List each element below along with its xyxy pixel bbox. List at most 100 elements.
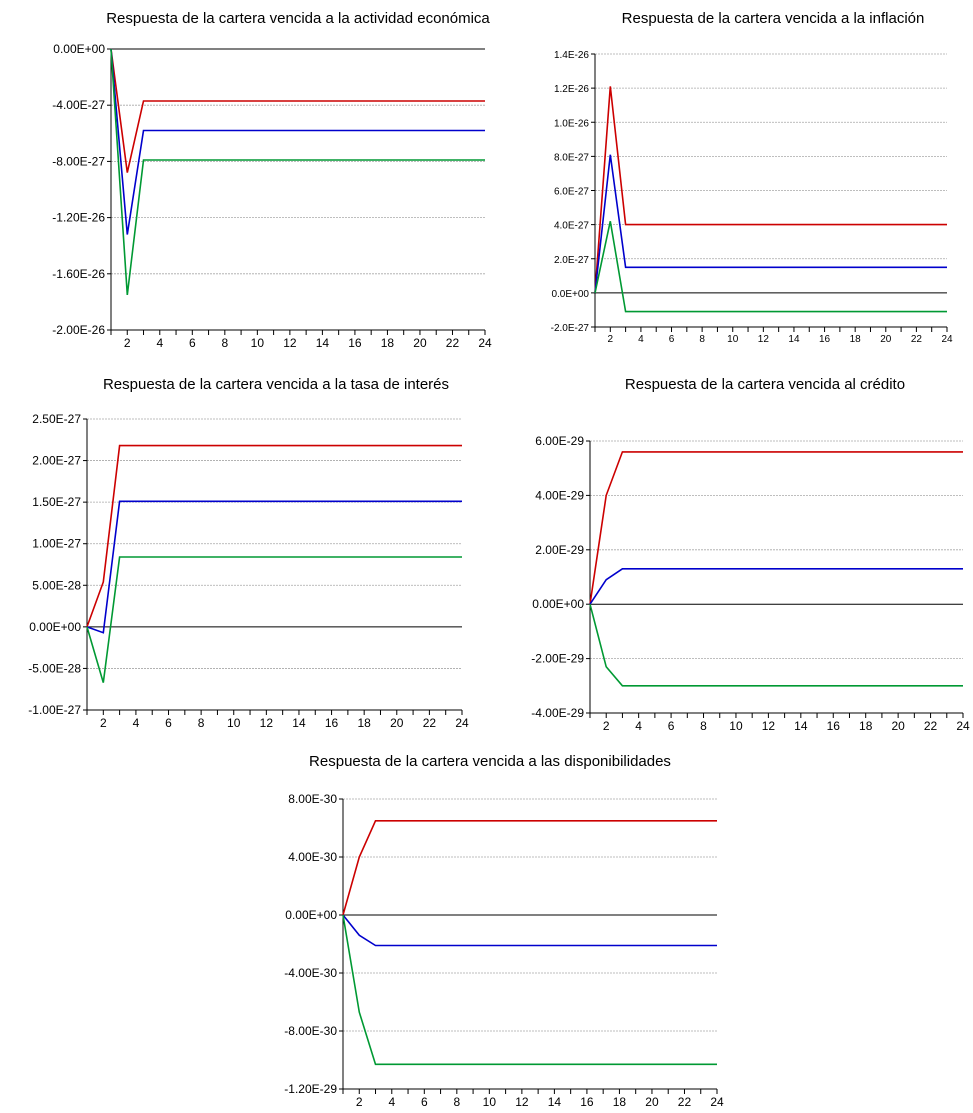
y-tick-label: 4.00E-30 — [288, 850, 337, 864]
y-tick-label: 8.00E-30 — [288, 792, 337, 806]
series-line-3 — [594, 221, 947, 313]
y-tick-label: -8.00E-27 — [52, 154, 105, 168]
x-tick-label: 2 — [124, 336, 131, 350]
x-tick-label: 16 — [325, 716, 339, 730]
x-tick-label: 22 — [678, 1095, 692, 1109]
y-tick-label: -1.60E-26 — [52, 267, 105, 281]
y-tick-label: 6.0E-27 — [554, 187, 589, 198]
x-tick-label: 18 — [850, 334, 862, 345]
y-tick-label: 1.2E-26 — [554, 84, 589, 95]
chart-title: Respuesta de la cartera vencida a las di… — [309, 753, 671, 770]
x-tick-label: 10 — [729, 719, 743, 733]
x-tick-label: 12 — [762, 719, 776, 733]
series-line-1 — [342, 819, 717, 916]
series-line-2 — [594, 154, 947, 293]
y-tick-label: 0.00E+00 — [532, 597, 584, 611]
x-tick-label: 24 — [478, 336, 492, 350]
series-line-2 — [589, 567, 963, 605]
x-tick-label: 8 — [198, 716, 205, 730]
irf-chart-3: Respuesta de la cartera vencida a la tas… — [28, 376, 469, 730]
series-line-1 — [110, 48, 485, 173]
x-tick-label: 8 — [221, 336, 228, 350]
y-tick-label: 0.00E+00 — [53, 42, 105, 56]
x-tick-label: 16 — [827, 719, 841, 733]
x-tick-label: 4 — [388, 1095, 395, 1109]
y-tick-label: -1.20E-29 — [284, 1082, 337, 1096]
y-tick-label: 1.50E-27 — [32, 495, 81, 509]
series-line-1 — [86, 444, 462, 628]
x-tick-label: 14 — [316, 336, 330, 350]
x-tick-label: 2 — [608, 334, 614, 345]
x-tick-label: 20 — [413, 336, 427, 350]
y-tick-label: 4.00E-29 — [535, 488, 584, 502]
series-line-1 — [594, 86, 947, 293]
x-tick-label: 8 — [699, 334, 705, 345]
x-tick-label: 12 — [758, 334, 770, 345]
chart-title: Respuesta de la cartera vencida a la tas… — [103, 376, 449, 393]
x-tick-label: 16 — [348, 336, 362, 350]
y-tick-label: -2.00E-26 — [52, 323, 105, 337]
chart-title: Respuesta de la cartera vencida a la inf… — [622, 10, 925, 27]
x-tick-label: 24 — [710, 1095, 724, 1109]
x-tick-label: 8 — [700, 719, 707, 733]
x-tick-label: 16 — [580, 1095, 594, 1109]
irf-chart-1: Respuesta de la cartera vencida a la act… — [52, 10, 492, 350]
x-tick-label: 4 — [635, 719, 642, 733]
y-tick-label: 1.00E-27 — [32, 537, 81, 551]
x-tick-label: 8 — [453, 1095, 460, 1109]
y-tick-label: -4.00E-30 — [284, 966, 337, 980]
series-line-3 — [342, 914, 717, 1066]
y-tick-label: 6.00E-29 — [535, 434, 584, 448]
x-tick-label: 2 — [603, 719, 610, 733]
x-tick-label: 16 — [819, 334, 831, 345]
y-tick-label: 1.0E-26 — [554, 118, 589, 129]
y-tick-label: 2.50E-27 — [32, 412, 81, 426]
x-tick-label: 10 — [227, 716, 241, 730]
series-line-2 — [342, 914, 717, 947]
x-tick-label: 6 — [165, 716, 172, 730]
x-tick-label: 10 — [727, 334, 739, 345]
y-tick-label: 8.0E-27 — [554, 152, 589, 163]
y-tick-label: 2.00E-27 — [32, 454, 81, 468]
y-tick-label: -2.0E-27 — [551, 323, 590, 334]
x-tick-label: 14 — [788, 334, 800, 345]
series-line-1 — [589, 451, 963, 605]
y-tick-label: 2.0E-27 — [554, 255, 589, 266]
irf-chart-5: Respuesta de la cartera vencida a las di… — [284, 753, 724, 1109]
x-tick-label: 18 — [613, 1095, 627, 1109]
x-tick-label: 20 — [645, 1095, 659, 1109]
x-tick-label: 22 — [911, 334, 923, 345]
x-tick-label: 4 — [638, 334, 644, 345]
x-tick-label: 2 — [100, 716, 107, 730]
y-tick-label: -8.00E-30 — [284, 1024, 337, 1038]
chart-title: Respuesta de la cartera vencida al crédi… — [625, 376, 905, 393]
series-line-3 — [589, 603, 963, 687]
x-tick-label: 14 — [794, 719, 808, 733]
y-tick-label: -1.00E-27 — [28, 703, 81, 717]
y-tick-label: 0.00E+00 — [285, 908, 337, 922]
x-tick-label: 18 — [381, 336, 395, 350]
x-tick-label: 10 — [483, 1095, 497, 1109]
y-tick-label: 2.00E-29 — [535, 543, 584, 557]
x-tick-label: 20 — [880, 334, 892, 345]
x-tick-label: 6 — [189, 336, 196, 350]
x-tick-label: 6 — [421, 1095, 428, 1109]
y-tick-label: 1.4E-26 — [554, 50, 589, 61]
chart-title: Respuesta de la cartera vencida a la act… — [106, 10, 490, 27]
x-tick-label: 4 — [156, 336, 163, 350]
x-tick-label: 2 — [356, 1095, 363, 1109]
x-tick-label: 18 — [357, 716, 371, 730]
x-tick-label: 4 — [133, 716, 140, 730]
x-tick-label: 20 — [891, 719, 905, 733]
y-tick-label: -1.20E-26 — [52, 211, 105, 225]
x-tick-label: 12 — [260, 716, 274, 730]
series-line-3 — [86, 556, 462, 683]
y-tick-label: -4.00E-29 — [531, 706, 584, 720]
x-tick-label: 22 — [446, 336, 460, 350]
x-tick-label: 14 — [292, 716, 306, 730]
y-tick-label: -5.00E-28 — [28, 661, 81, 675]
irf-chart-2: Respuesta de la cartera vencida a la inf… — [551, 10, 953, 345]
y-tick-label: 0.00E+00 — [29, 620, 81, 634]
y-tick-label: 5.00E-28 — [32, 578, 81, 592]
